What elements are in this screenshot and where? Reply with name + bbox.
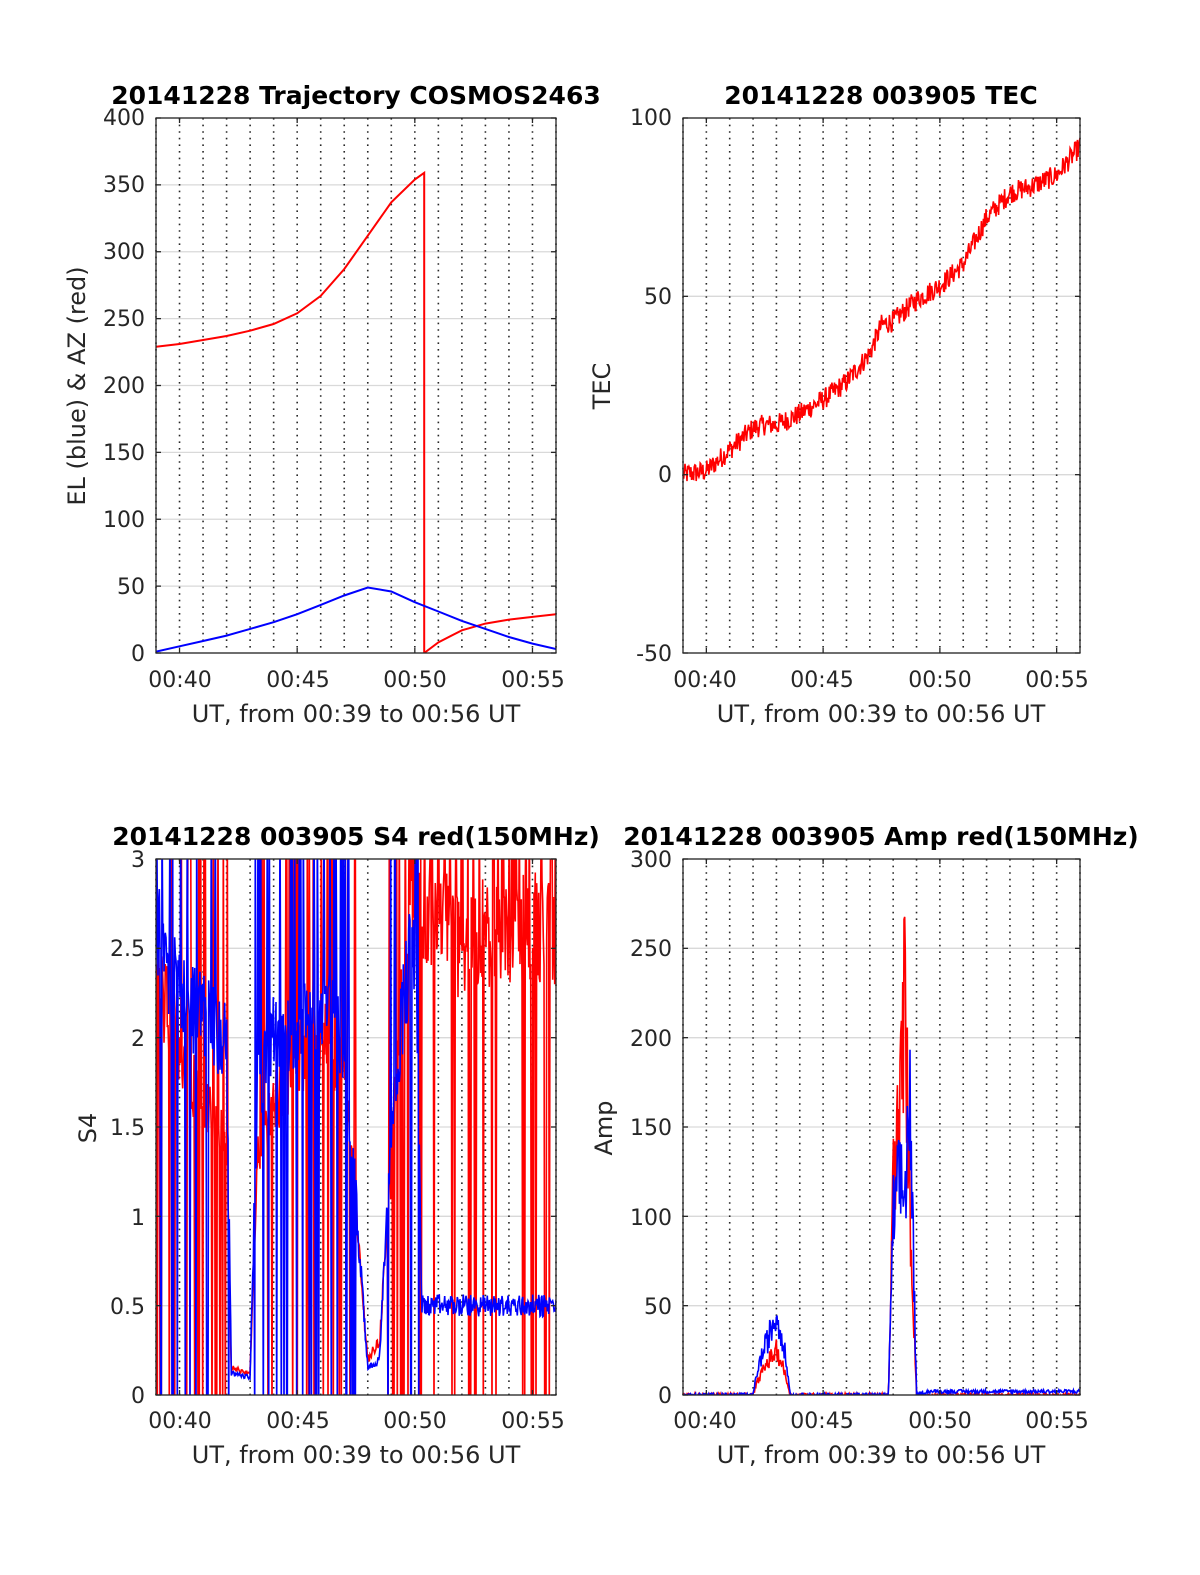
x-tick-label: 00:40 bbox=[673, 668, 736, 693]
x-tick-label: 00:55 bbox=[501, 668, 564, 693]
y-tick-label: 3 bbox=[131, 848, 145, 873]
y-tick-label: 250 bbox=[630, 937, 672, 962]
x-tick-label: 00:45 bbox=[790, 668, 853, 693]
x-tick-label: 00:50 bbox=[383, 668, 446, 693]
y-tick-label: 0.5 bbox=[110, 1295, 145, 1320]
axes-box bbox=[682, 117, 1081, 654]
y-tick-label: 1 bbox=[131, 1206, 145, 1231]
y-tick-label: 300 bbox=[630, 848, 672, 873]
series-line-0 bbox=[156, 170, 556, 653]
chart-title: 20141228 003905 Amp red(150MHz) bbox=[623, 822, 1139, 851]
y-tick-label: 0 bbox=[131, 642, 145, 667]
x-tick-label: 00:55 bbox=[501, 1409, 564, 1434]
x-axis-label: UT, from 00:39 to 00:56 UT bbox=[192, 700, 521, 728]
x-tick-label: 00:55 bbox=[1025, 668, 1088, 693]
y-tick-label: 0 bbox=[131, 1384, 145, 1409]
y-tick-label: 100 bbox=[630, 1206, 672, 1231]
y-tick-label: 250 bbox=[103, 307, 145, 332]
x-tick-label: 00:55 bbox=[1025, 1409, 1088, 1434]
chart-title: 20141228 Trajectory COSMOS2463 bbox=[111, 81, 601, 110]
y-tick-label: -50 bbox=[636, 642, 672, 667]
y-tick-label: 100 bbox=[103, 508, 145, 533]
x-tick-label: 00:45 bbox=[266, 668, 329, 693]
chart-title: 20141228 003905 S4 red(150MHz) bbox=[112, 822, 600, 851]
y-axis-label: Amp bbox=[590, 1100, 618, 1155]
y-tick-label: 50 bbox=[644, 285, 672, 310]
y-tick-label: 2 bbox=[131, 1027, 145, 1052]
tec-panel: 20141228 003905 TEC UT, from 00:39 to 00… bbox=[588, 81, 1089, 728]
chart-title: 20141228 003905 TEC bbox=[724, 81, 1037, 110]
y-tick-label: 0 bbox=[658, 1384, 672, 1409]
amp-panel: 20141228 003905 Amp red(150MHz) UT, from… bbox=[590, 822, 1139, 1469]
y-tick-label: 100 bbox=[630, 106, 672, 131]
y-tick-label: 300 bbox=[103, 240, 145, 265]
y-tick-label: 200 bbox=[103, 374, 145, 399]
y-axis-label: S4 bbox=[74, 1113, 102, 1144]
series-line-1 bbox=[156, 859, 556, 1395]
x-tick-label: 00:45 bbox=[790, 1409, 853, 1434]
y-tick-label: 200 bbox=[630, 1027, 672, 1052]
y-axis-label: EL (blue) & AZ (red) bbox=[63, 266, 91, 505]
x-tick-label: 00:40 bbox=[148, 668, 211, 693]
series-line-0 bbox=[683, 138, 1080, 482]
x-tick-label: 00:45 bbox=[266, 1409, 329, 1434]
x-tick-label: 00:40 bbox=[673, 1409, 736, 1434]
x-tick-label: 00:50 bbox=[908, 1409, 971, 1434]
x-axis-label: UT, from 00:39 to 00:56 UT bbox=[717, 1441, 1046, 1469]
y-tick-label: 1.5 bbox=[110, 1116, 145, 1141]
x-tick-label: 00:40 bbox=[148, 1409, 211, 1434]
y-tick-label: 50 bbox=[117, 575, 145, 600]
y-tick-label: 400 bbox=[103, 106, 145, 131]
y-tick-label: 2.5 bbox=[110, 937, 145, 962]
x-tick-label: 00:50 bbox=[383, 1409, 446, 1434]
x-tick-label: 00:50 bbox=[908, 668, 971, 693]
trajectory-panel: 20141228 Trajectory COSMOS2463 UT, from … bbox=[63, 81, 601, 728]
y-tick-label: 50 bbox=[644, 1295, 672, 1320]
y-tick-label: 150 bbox=[630, 1116, 672, 1141]
x-axis-label: UT, from 00:39 to 00:56 UT bbox=[717, 700, 1046, 728]
y-tick-label: 0 bbox=[658, 463, 672, 488]
x-axis-label: UT, from 00:39 to 00:56 UT bbox=[192, 1441, 521, 1469]
y-tick-label: 150 bbox=[103, 441, 145, 466]
y-tick-label: 350 bbox=[103, 173, 145, 198]
series-line-1 bbox=[156, 586, 556, 653]
y-axis-label: TEC bbox=[588, 363, 616, 411]
s4-panel: 20141228 003905 S4 red(150MHz) UT, from … bbox=[74, 822, 600, 1469]
